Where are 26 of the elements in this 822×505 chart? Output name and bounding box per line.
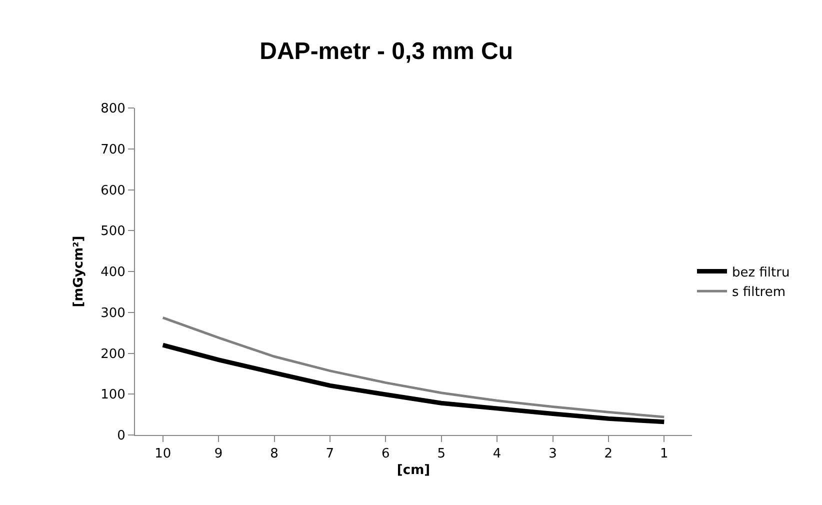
x-tick-label: 7 (326, 446, 334, 462)
y-tick-label: 400 (100, 265, 126, 280)
x-axis-title: [cm] (396, 463, 430, 478)
x-tick-label: 1 (660, 446, 668, 462)
x-tick-label: 6 (382, 446, 390, 462)
x-tick-label: 9 (214, 446, 223, 462)
x-tick-label: 5 (437, 446, 446, 462)
x-tick-label: 2 (604, 446, 613, 462)
y-tick-label: 700 (100, 142, 126, 158)
x-tick-label: 8 (270, 446, 278, 462)
y-tick-label: 300 (100, 306, 126, 321)
y-tick-label: 500 (100, 224, 126, 240)
y-tick-label: 100 (100, 388, 126, 403)
x-tick-label: 10 (154, 446, 172, 462)
legend-label: s filtrem (732, 285, 786, 300)
legend-label: bez filtru (732, 265, 790, 280)
y-axis-title: [mGycm²] (72, 236, 87, 308)
y-tick-label: 600 (100, 183, 126, 198)
line-series (160, 342, 666, 424)
y-tick-label: 200 (100, 346, 126, 362)
y-tick-label: 0 (117, 428, 126, 444)
x-tick-label: 3 (548, 446, 557, 462)
chart-title: DAP-metr - 0,3 mm Cu (260, 38, 514, 65)
y-tick-label: 800 (100, 102, 126, 117)
x-tick-label: 4 (492, 446, 502, 462)
line-series (162, 316, 666, 418)
